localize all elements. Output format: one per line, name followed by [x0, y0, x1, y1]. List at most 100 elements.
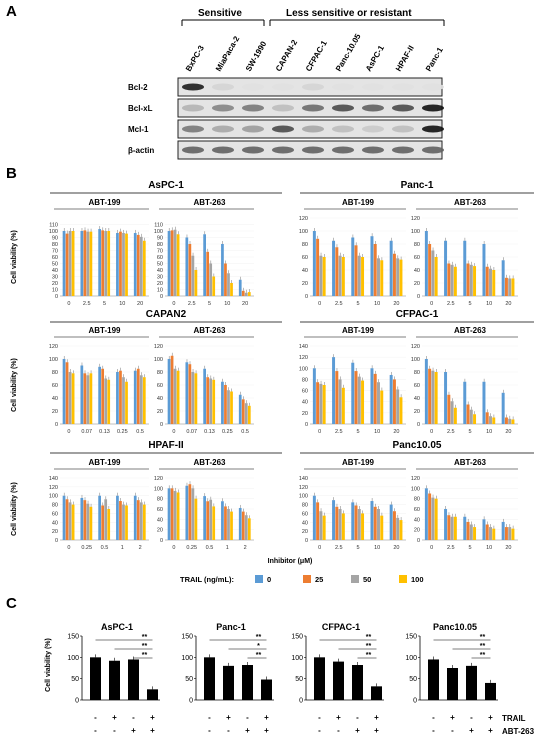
- bar: [316, 502, 320, 540]
- c-bar: [485, 682, 496, 700]
- bar: [65, 362, 69, 424]
- sub-chart-title: ABT-263: [454, 458, 487, 467]
- bar: [377, 509, 380, 540]
- c-bar: [447, 668, 458, 700]
- sub-chart-title: ABT-263: [193, 458, 226, 467]
- c-abt-sign: -: [337, 726, 340, 735]
- c-abt-sign: +: [488, 726, 493, 735]
- y-tick-label: 140: [49, 476, 58, 482]
- bar: [392, 379, 396, 424]
- y-tick-label: 40: [302, 520, 308, 526]
- y-tick-label: 100: [154, 486, 163, 492]
- y-tick-label: 80: [157, 370, 163, 376]
- bar: [319, 383, 323, 424]
- c-row-label-trail: TRAIL: [502, 714, 526, 723]
- x-tick-label: 0: [318, 429, 321, 435]
- bar: [125, 381, 128, 424]
- bar: [511, 419, 515, 424]
- bar: [98, 366, 101, 424]
- bar: [116, 372, 119, 424]
- y-tick-label: 10: [52, 288, 58, 294]
- blot-band: [392, 104, 414, 112]
- legend-entry: 50: [363, 575, 371, 584]
- bar: [501, 392, 505, 424]
- y-tick-label: 100: [411, 357, 420, 363]
- bar: [194, 498, 198, 540]
- x-tick-label: 0.5: [101, 545, 109, 551]
- bar: [424, 488, 428, 540]
- x-tick-label: 20: [393, 301, 399, 307]
- bar: [80, 365, 84, 424]
- bar: [489, 268, 492, 296]
- bar: [122, 504, 125, 540]
- bar: [125, 505, 128, 540]
- x-tick-label: 10: [119, 301, 125, 307]
- x-tick-label: 5: [468, 545, 471, 551]
- y-tick-label: 0: [417, 294, 420, 300]
- y-tick-label: 0: [55, 294, 58, 300]
- blot-band: [212, 104, 234, 112]
- c-chart-title: Panc10.05: [433, 622, 477, 632]
- bar: [399, 259, 403, 296]
- sub-chart-title: ABT-199: [342, 458, 375, 467]
- bar: [312, 495, 316, 540]
- y-tick-label: 120: [49, 485, 58, 491]
- bar: [238, 394, 242, 424]
- blot-band: [212, 83, 234, 91]
- blot-band: [182, 125, 204, 133]
- blot-band: [362, 125, 384, 133]
- c-abt-sign: +: [355, 726, 360, 735]
- lane-label: HPAF-II: [394, 44, 416, 73]
- bar: [212, 276, 216, 296]
- sub-chart-title: ABT-263: [193, 326, 226, 335]
- y-axis-label: Cell viability (%): [11, 230, 18, 284]
- bar: [357, 509, 361, 540]
- bar: [125, 233, 128, 296]
- blot-band: [302, 104, 324, 112]
- cell-line-title: Panc-1: [401, 180, 434, 191]
- c-bar: [147, 689, 158, 700]
- y-tick-label: 20: [157, 281, 163, 287]
- bar: [335, 506, 339, 540]
- bar: [501, 260, 505, 296]
- panel-a-letter: A: [6, 3, 17, 20]
- bar: [173, 490, 177, 540]
- bar: [86, 231, 90, 296]
- bar: [62, 231, 66, 296]
- y-tick-label: 20: [52, 529, 58, 535]
- x-tick-label: 0: [430, 429, 433, 435]
- blot-band: [422, 104, 444, 112]
- y-tick-label: 70: [52, 249, 58, 255]
- blot-band: [392, 83, 414, 91]
- bar: [185, 362, 189, 424]
- c-sig-label: **: [142, 634, 148, 641]
- bar: [508, 527, 512, 540]
- y-tick-label: 100: [154, 357, 163, 363]
- y-tick-label: 0: [160, 294, 163, 300]
- bar: [176, 492, 180, 540]
- y-tick-label: 20: [302, 411, 308, 417]
- bar: [65, 499, 69, 540]
- bar: [224, 506, 227, 540]
- y-tick-label: 60: [157, 507, 163, 513]
- bar: [170, 488, 174, 540]
- blot-band: [392, 125, 414, 133]
- c-y-tick: 0: [413, 698, 417, 705]
- y-tick-label: 60: [52, 383, 58, 389]
- bar: [453, 407, 457, 424]
- bar: [238, 507, 242, 540]
- blot-band: [422, 125, 444, 133]
- y-tick-label: 80: [52, 370, 58, 376]
- bar: [396, 258, 400, 296]
- y-tick-label: 80: [414, 370, 420, 376]
- bar: [469, 264, 473, 296]
- y-tick-label: 120: [299, 216, 308, 222]
- bar: [209, 378, 213, 424]
- bar: [389, 240, 393, 296]
- blot-band: [332, 146, 354, 154]
- bar: [332, 240, 336, 296]
- y-tick-label: 20: [157, 528, 163, 534]
- y-tick-label: 60: [52, 255, 58, 261]
- c-trail-sign: +: [488, 713, 493, 722]
- y-tick-label: 100: [411, 229, 420, 235]
